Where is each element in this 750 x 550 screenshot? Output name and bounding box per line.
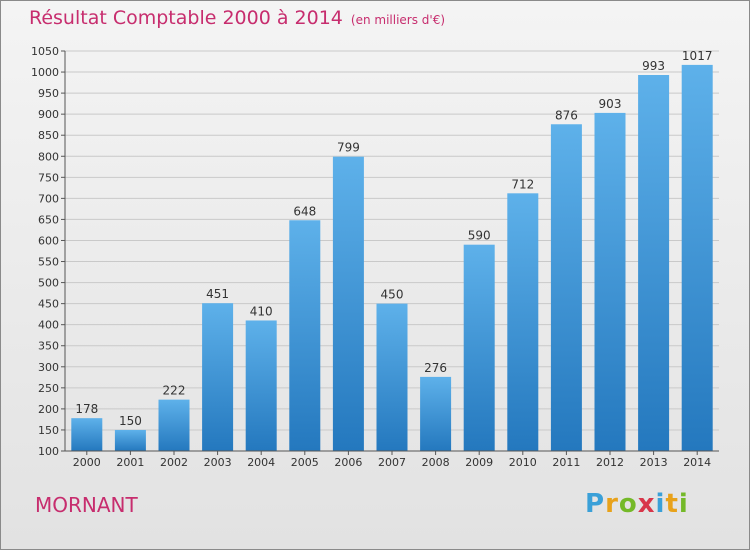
x-tick-label: 2001 [116, 456, 144, 469]
value-label: 450 [381, 288, 404, 302]
x-tick-label: 2005 [291, 456, 319, 469]
logo-letter: P [585, 489, 606, 519]
bar [289, 220, 321, 451]
y-tick-label: 150 [38, 424, 59, 437]
bar [71, 418, 103, 451]
x-tick-label: 2012 [596, 456, 624, 469]
bar [245, 320, 277, 451]
value-label: 1017 [682, 49, 713, 63]
x-tick-label: 2013 [640, 456, 668, 469]
x-tick-label: 2009 [465, 456, 493, 469]
value-label: 590 [468, 229, 491, 243]
value-label: 178 [75, 402, 98, 416]
y-tick-label: 250 [38, 382, 59, 395]
y-tick-label: 600 [38, 234, 59, 247]
chart-title-text: Résultat Comptable 2000 à 2014 [29, 7, 343, 29]
city-label: MORNANT [35, 493, 138, 517]
bar [202, 303, 234, 451]
y-tick-label: 100 [38, 445, 59, 458]
value-labels: 178 150 222 451 410 648 799 450 276 590 712 876 903 9… [75, 49, 712, 428]
bar [376, 303, 408, 451]
bar [114, 429, 146, 451]
y-tick-label: 300 [38, 361, 59, 374]
chart-subtitle: (en milliers d'€) [350, 13, 446, 27]
bar [638, 75, 670, 451]
x-tick-label: 2003 [204, 456, 232, 469]
bar [507, 193, 539, 451]
chart-title: Résultat Comptable 2000 à 2014 (en millie… [29, 7, 445, 29]
value-label: 903 [599, 97, 622, 111]
y-tick-label: 700 [38, 192, 59, 205]
bar [681, 64, 713, 451]
x-tick-label: 2000 [73, 456, 101, 469]
x-tick-label: 2008 [422, 456, 450, 469]
bar [463, 244, 495, 451]
x-tick-label: 2011 [552, 456, 580, 469]
y-tick-label: 950 [38, 87, 59, 100]
y-tick-label: 500 [38, 277, 59, 290]
bars [71, 64, 713, 452]
value-label: 222 [163, 384, 186, 398]
logo-letter: i [655, 489, 666, 519]
value-label: 410 [250, 304, 273, 318]
value-label: 799 [337, 141, 360, 155]
logo-letter: t [665, 489, 679, 519]
y-tick-label: 450 [38, 298, 59, 311]
logo-letter: o [618, 489, 638, 519]
x-tick-label: 2007 [378, 456, 406, 469]
value-label: 451 [206, 287, 229, 301]
x-tick-label: 2010 [509, 456, 537, 469]
y-tick-label: 1050 [31, 45, 59, 58]
bar [594, 112, 626, 451]
value-label: 993 [642, 59, 665, 73]
logo-letter: i [678, 489, 689, 519]
x-axis-ticks: 2000 2001 2002 2003 2004 2005 2006 2007 2008 2009… [73, 451, 711, 469]
y-tick-label: 750 [38, 171, 59, 184]
x-tick-label: 2006 [334, 456, 362, 469]
y-tick-label: 400 [38, 319, 59, 332]
value-label: 150 [119, 414, 142, 428]
y-tick-label: 550 [38, 256, 59, 269]
y-tick-label: 1000 [31, 66, 59, 79]
logo-letter: r [605, 489, 619, 519]
y-tick-label: 900 [38, 108, 59, 121]
value-label: 276 [424, 361, 447, 375]
y-tick-label: 650 [38, 213, 59, 226]
bar [332, 156, 364, 451]
value-label: 876 [555, 108, 578, 122]
x-tick-label: 2014 [683, 456, 711, 469]
proxiti-logo: Proxiti [585, 489, 689, 519]
bar [420, 376, 452, 451]
bar [158, 399, 190, 451]
x-tick-label: 2004 [247, 456, 275, 469]
y-tick-label: 800 [38, 150, 59, 163]
y-axis-ticks: 100 150 200 250 300 350 400 450 500 550 600 650 700 7… [31, 45, 65, 458]
y-tick-label: 850 [38, 129, 59, 142]
value-label: 712 [511, 177, 534, 191]
logo-letter: x [637, 489, 656, 519]
x-tick-label: 2002 [160, 456, 188, 469]
y-tick-label: 350 [38, 340, 59, 353]
bar [550, 124, 582, 452]
y-tick-label: 200 [38, 403, 59, 416]
value-label: 648 [293, 204, 316, 218]
